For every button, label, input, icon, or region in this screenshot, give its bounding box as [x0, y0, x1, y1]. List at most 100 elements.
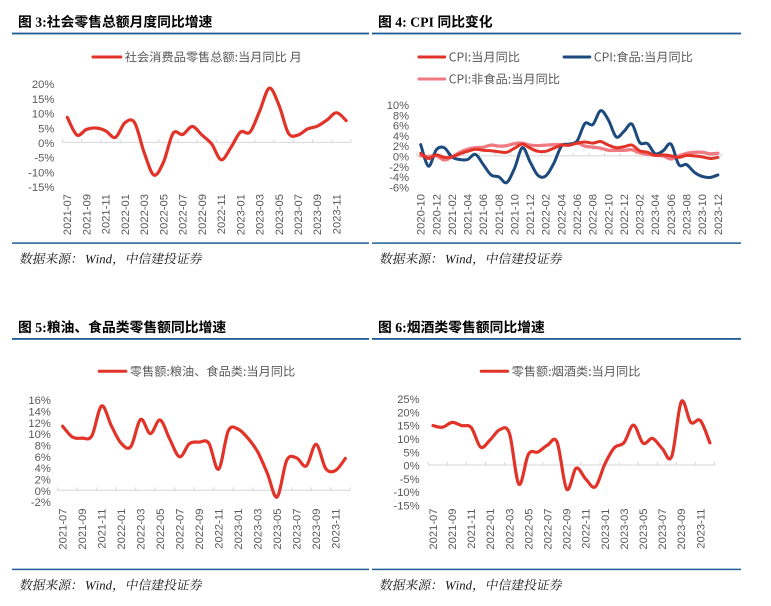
svg-text:20%: 20% [32, 79, 54, 91]
svg-text:5%: 5% [403, 447, 419, 459]
svg-text:2023-09: 2023-09 [676, 509, 688, 550]
svg-text:2023-05: 2023-05 [272, 509, 284, 550]
svg-text:2022-04: 2022-04 [556, 194, 568, 235]
svg-text:2023-01: 2023-01 [235, 194, 247, 235]
svg-text:2023-09: 2023-09 [311, 509, 323, 550]
svg-text:2021-10: 2021-10 [510, 194, 522, 235]
svg-text:2023-01: 2023-01 [600, 509, 612, 550]
svg-text:2022-05: 2022-05 [155, 509, 167, 550]
svg-text:2022-11: 2022-11 [214, 509, 226, 549]
svg-text:2022-03: 2022-03 [139, 194, 151, 235]
svg-text:2022-09: 2022-09 [194, 509, 206, 550]
svg-text:10%: 10% [32, 109, 54, 121]
svg-text:10%: 10% [397, 434, 419, 446]
svg-text:2021-06: 2021-06 [478, 194, 490, 235]
svg-text:2022-01: 2022-01 [120, 194, 132, 235]
svg-text:2022-05: 2022-05 [523, 509, 535, 550]
svg-text:2021-04: 2021-04 [463, 194, 475, 235]
svg-text:2023-11: 2023-11 [332, 194, 344, 234]
svg-text:2023-05: 2023-05 [274, 194, 286, 235]
svg-text:2021-08: 2021-08 [494, 194, 506, 235]
svg-text:4%: 4% [393, 131, 409, 143]
svg-text:-6%: -6% [389, 182, 409, 194]
svg-text:2021-11: 2021-11 [466, 509, 478, 549]
svg-text:-15%: -15% [28, 182, 54, 194]
svg-text:2022-10: 2022-10 [603, 194, 615, 235]
svg-text:2020-12: 2020-12 [431, 194, 443, 235]
svg-text:10%: 10% [387, 100, 409, 112]
svg-text:2023-03: 2023-03 [619, 509, 631, 550]
svg-text:-10%: -10% [28, 167, 54, 179]
svg-text:25%: 25% [397, 394, 419, 406]
svg-text:2023-01: 2023-01 [233, 509, 245, 550]
svg-text:0%: 0% [403, 461, 419, 473]
svg-text:2021-07: 2021-07 [428, 509, 440, 550]
svg-text:0%: 0% [35, 486, 51, 498]
svg-text:2023-03: 2023-03 [255, 194, 267, 235]
svg-text:2021-07: 2021-07 [58, 509, 70, 550]
svg-text:2023-07: 2023-07 [293, 194, 305, 235]
svg-text:-2%: -2% [389, 162, 409, 174]
svg-text:16%: 16% [28, 395, 50, 407]
svg-text:8%: 8% [35, 441, 51, 453]
svg-text:2022-11: 2022-11 [216, 194, 228, 234]
svg-text:12%: 12% [28, 418, 50, 430]
svg-text:2021-02: 2021-02 [447, 194, 459, 235]
svg-text:2023-10: 2023-10 [697, 194, 709, 235]
svg-text:2023-04: 2023-04 [650, 194, 662, 235]
svg-text:2023-12: 2023-12 [713, 194, 725, 235]
svg-text:0%: 0% [38, 138, 54, 150]
svg-text:2023-08: 2023-08 [682, 194, 694, 235]
svg-text:2023-09: 2023-09 [312, 194, 324, 235]
svg-text:2%: 2% [393, 141, 409, 153]
svg-text:2022-01: 2022-01 [116, 509, 128, 550]
svg-text:2020-10: 2020-10 [416, 194, 428, 235]
svg-text:2022-02: 2022-02 [541, 194, 553, 235]
svg-text:2022-06: 2022-06 [572, 194, 584, 235]
svg-text:2023-07: 2023-07 [657, 509, 669, 550]
svg-text:2021-07: 2021-07 [62, 194, 74, 235]
svg-text:15%: 15% [397, 421, 419, 433]
svg-text:20%: 20% [397, 407, 419, 419]
svg-text:2022-01: 2022-01 [485, 509, 497, 550]
svg-text:2022-09: 2022-09 [562, 509, 574, 550]
svg-text:2023-05: 2023-05 [638, 509, 650, 550]
svg-text:4%: 4% [35, 463, 51, 475]
svg-text:5%: 5% [38, 123, 54, 135]
svg-text:10%: 10% [28, 429, 50, 441]
svg-text:2022-03: 2022-03 [136, 509, 148, 550]
svg-text:-10%: -10% [393, 487, 419, 499]
svg-text:2023-11: 2023-11 [331, 509, 343, 549]
svg-text:-2%: -2% [31, 497, 51, 509]
svg-text:2021-09: 2021-09 [447, 509, 459, 550]
svg-text:6%: 6% [393, 121, 409, 133]
svg-text:2021-09: 2021-09 [81, 194, 93, 235]
svg-text:2022-11: 2022-11 [581, 509, 593, 549]
svg-text:2%: 2% [35, 474, 51, 486]
svg-text:2021-12: 2021-12 [525, 194, 537, 235]
svg-text:6%: 6% [35, 452, 51, 464]
svg-text:2023-06: 2023-06 [666, 194, 678, 235]
svg-text:2023-11: 2023-11 [695, 509, 707, 549]
svg-text:-15%: -15% [393, 501, 419, 513]
svg-text:-4%: -4% [389, 172, 409, 184]
svg-text:2022-07: 2022-07 [178, 194, 190, 235]
svg-text:-5%: -5% [400, 474, 420, 486]
svg-text:2022-03: 2022-03 [504, 509, 516, 550]
svg-text:8%: 8% [393, 110, 409, 122]
svg-text:2021-11: 2021-11 [97, 509, 109, 549]
svg-text:14%: 14% [28, 407, 50, 419]
svg-text:2021-11: 2021-11 [101, 194, 113, 234]
svg-text:2022-07: 2022-07 [543, 509, 555, 550]
svg-text:2021-09: 2021-09 [77, 509, 89, 550]
svg-text:2023-03: 2023-03 [253, 509, 265, 550]
svg-text:2022-12: 2022-12 [619, 194, 631, 235]
svg-text:2023-07: 2023-07 [292, 509, 304, 550]
svg-text:15%: 15% [32, 94, 54, 106]
svg-text:2023-02: 2023-02 [635, 194, 647, 235]
svg-text:-5%: -5% [34, 153, 54, 165]
svg-text:2022-08: 2022-08 [588, 194, 600, 235]
svg-text:0%: 0% [393, 152, 409, 164]
svg-text:2022-05: 2022-05 [158, 194, 170, 235]
svg-text:2022-07: 2022-07 [175, 509, 187, 550]
